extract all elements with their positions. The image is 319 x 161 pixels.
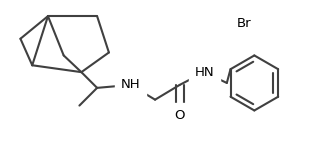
Text: NH: NH <box>121 78 140 91</box>
Text: O: O <box>174 109 185 122</box>
Text: Br: Br <box>237 17 251 29</box>
Text: HN: HN <box>194 66 214 79</box>
